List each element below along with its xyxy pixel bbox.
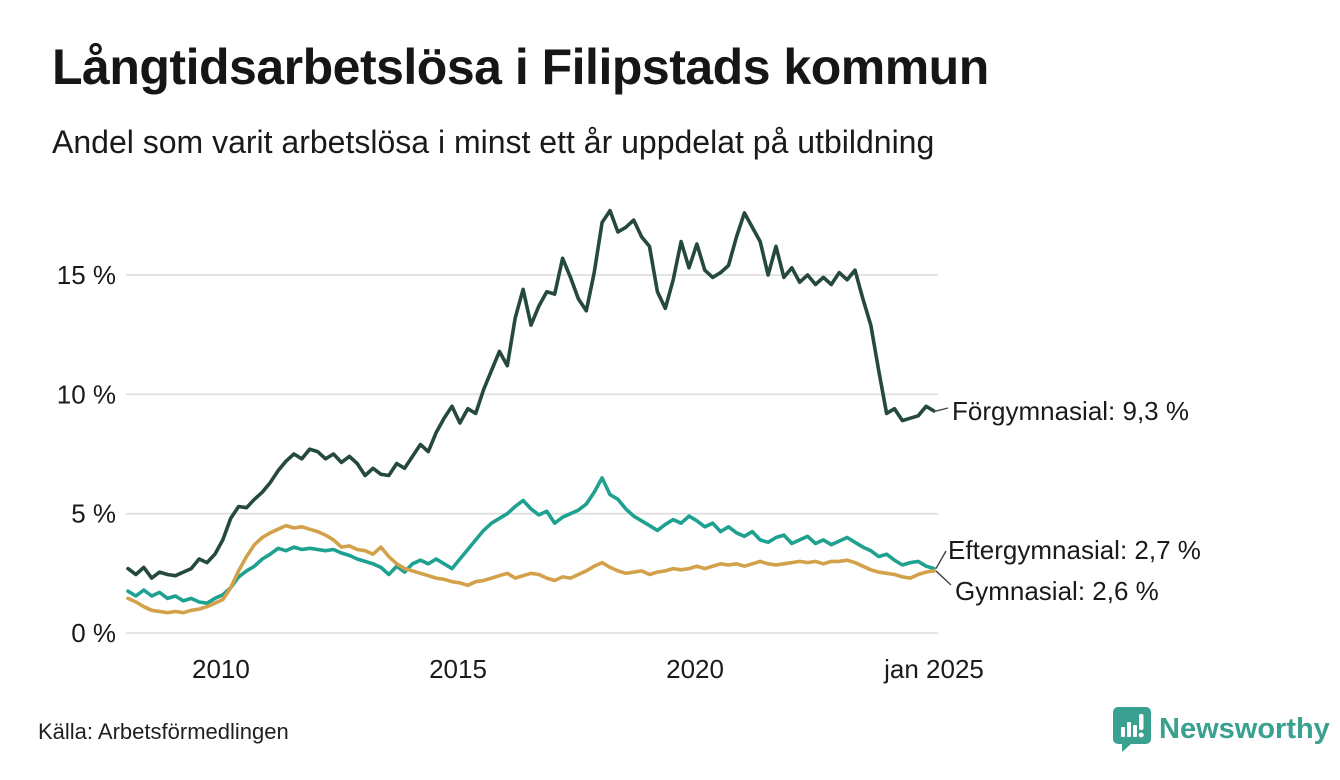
newsworthy-logo[interactable]: Newsworthy <box>1112 706 1330 753</box>
series-line-förgymnasial <box>126 208 936 580</box>
x-tick-label: jan 2025 <box>883 654 984 684</box>
x-tick-label: 2010 <box>192 654 250 684</box>
y-tick-label: 5 % <box>71 499 116 529</box>
series-line-gymnasial <box>126 523 936 615</box>
source-note: Källa: Arbetsförmedlingen <box>38 719 289 744</box>
page-title: Långtidsarbetslösa i Filipstads kommun <box>52 39 989 95</box>
page-subtitle: Andel som varit arbetslösa i minst ett å… <box>52 124 935 160</box>
label-connector-gymnasial <box>935 570 952 586</box>
label-connector-förgymnasial <box>935 407 949 412</box>
y-tick-label: 15 % <box>57 260 116 290</box>
newsworthy-wordmark: Newsworthy <box>1159 713 1330 745</box>
y-tick-label: 10 % <box>57 379 116 409</box>
series-line-eftergymnasial <box>126 476 936 606</box>
series-label-forgymnasial: Förgymnasial: 9,3 % <box>952 396 1189 426</box>
label-connector-eftergymnasial <box>935 550 947 569</box>
x-tick-label: 2020 <box>666 654 724 684</box>
y-tick-label: 0 % <box>71 618 116 648</box>
x-tick-label: 2015 <box>429 654 487 684</box>
newsworthy-speech-bubble-bar-chart-icon <box>1113 707 1151 752</box>
series-label-gymnasial: Gymnasial: 2,6 % <box>955 576 1159 606</box>
series-label-eftergymnasial: Eftergymnasial: 2,7 % <box>948 535 1201 565</box>
